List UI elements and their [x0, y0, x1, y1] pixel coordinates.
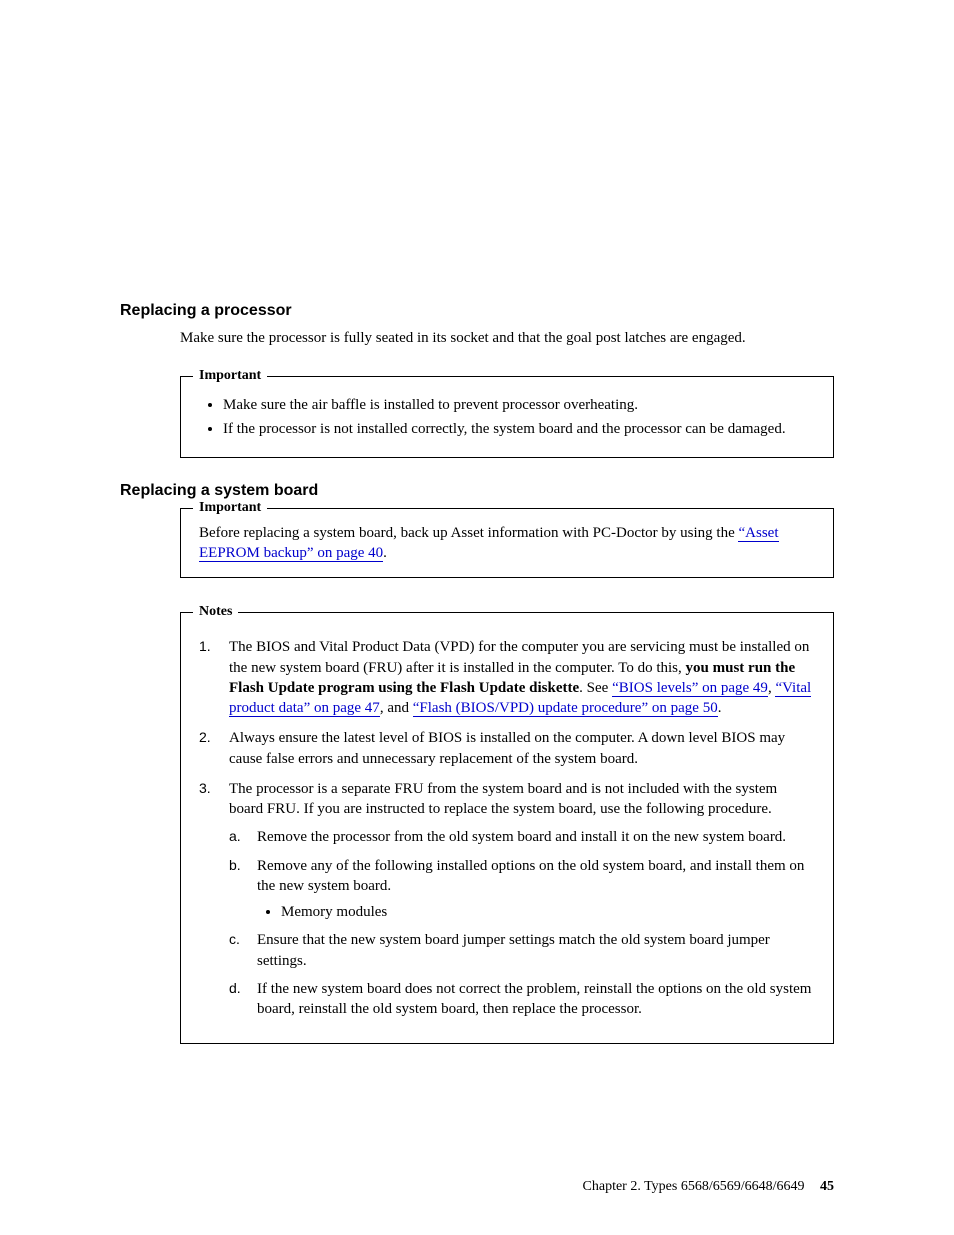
important-text: Before replacing a system board, back up… — [199, 523, 815, 564]
note-item-2: Always ensure the latest level of BIOS i… — [199, 728, 815, 769]
sep: , and — [380, 700, 413, 716]
note3-text: The processor is a separate FRU from the… — [229, 781, 777, 817]
important-box-title: Important — [193, 367, 267, 386]
heading-replacing-processor: Replacing a processor — [120, 300, 834, 322]
notes-ordered-list: The BIOS and Vital Product Data (VPD) fo… — [199, 637, 815, 1019]
important-box-processor: Important Make sure the air baffle is in… — [180, 376, 834, 459]
list-item: Memory modules — [281, 902, 815, 922]
link-suffix: on page 40 — [314, 545, 384, 561]
notes-box: Notes The BIOS and Vital Product Data (V… — [180, 612, 834, 1044]
step-d: If the new system board does not correct… — [229, 979, 815, 1020]
link-text: Flash (BIOS/VPD) update procedure — [413, 700, 648, 716]
footer-chapter: Chapter 2. Types 6568/6569/6648/6649 — [583, 1179, 805, 1194]
list-item: Make sure the air baffle is installed to… — [223, 395, 815, 415]
flash-bios-vpd-link[interactable]: Flash (BIOS/VPD) update procedure on pag… — [413, 700, 718, 717]
page-content: Replacing a processor Make sure the proc… — [0, 0, 954, 1044]
end: . — [718, 700, 722, 716]
important-box-system-board: Important Before replacing a system boar… — [180, 508, 834, 579]
text-pre: Before replacing a system board, back up… — [199, 525, 738, 541]
link-suffix: on page 47 — [310, 700, 380, 716]
link-suffix: on page 49 — [698, 680, 768, 696]
procedure-alpha-list: Remove the processor from the old system… — [229, 827, 815, 1019]
step-b-bullets: Memory modules — [257, 902, 815, 922]
period: . — [383, 545, 387, 561]
important-bullet-list: Make sure the air baffle is installed to… — [199, 395, 815, 440]
note-item-3: The processor is a separate FRU from the… — [199, 779, 815, 1020]
footer-page-number: 45 — [820, 1179, 834, 1194]
notes-box-title: Notes — [193, 603, 238, 622]
processor-intro-text: Make sure the processor is fully seated … — [180, 328, 834, 348]
note1-postbold: . See — [579, 680, 612, 696]
step-b: Remove any of the following installed op… — [229, 856, 815, 923]
step-c: Ensure that the new system board jumper … — [229, 930, 815, 971]
step-a: Remove the processor from the old system… — [229, 827, 815, 847]
step-b-text: Remove any of the following installed op… — [257, 858, 804, 894]
page-footer: Chapter 2. Types 6568/6569/6648/6649 45 — [583, 1179, 834, 1195]
link-suffix: on page 50 — [648, 700, 718, 716]
important-box-title: Important — [193, 499, 267, 518]
link-text: BIOS levels — [612, 680, 698, 696]
list-item: If the processor is not installed correc… — [223, 419, 815, 439]
bios-levels-link[interactable]: BIOS levels on page 49 — [612, 680, 768, 697]
note-item-1: The BIOS and Vital Product Data (VPD) fo… — [199, 637, 815, 718]
